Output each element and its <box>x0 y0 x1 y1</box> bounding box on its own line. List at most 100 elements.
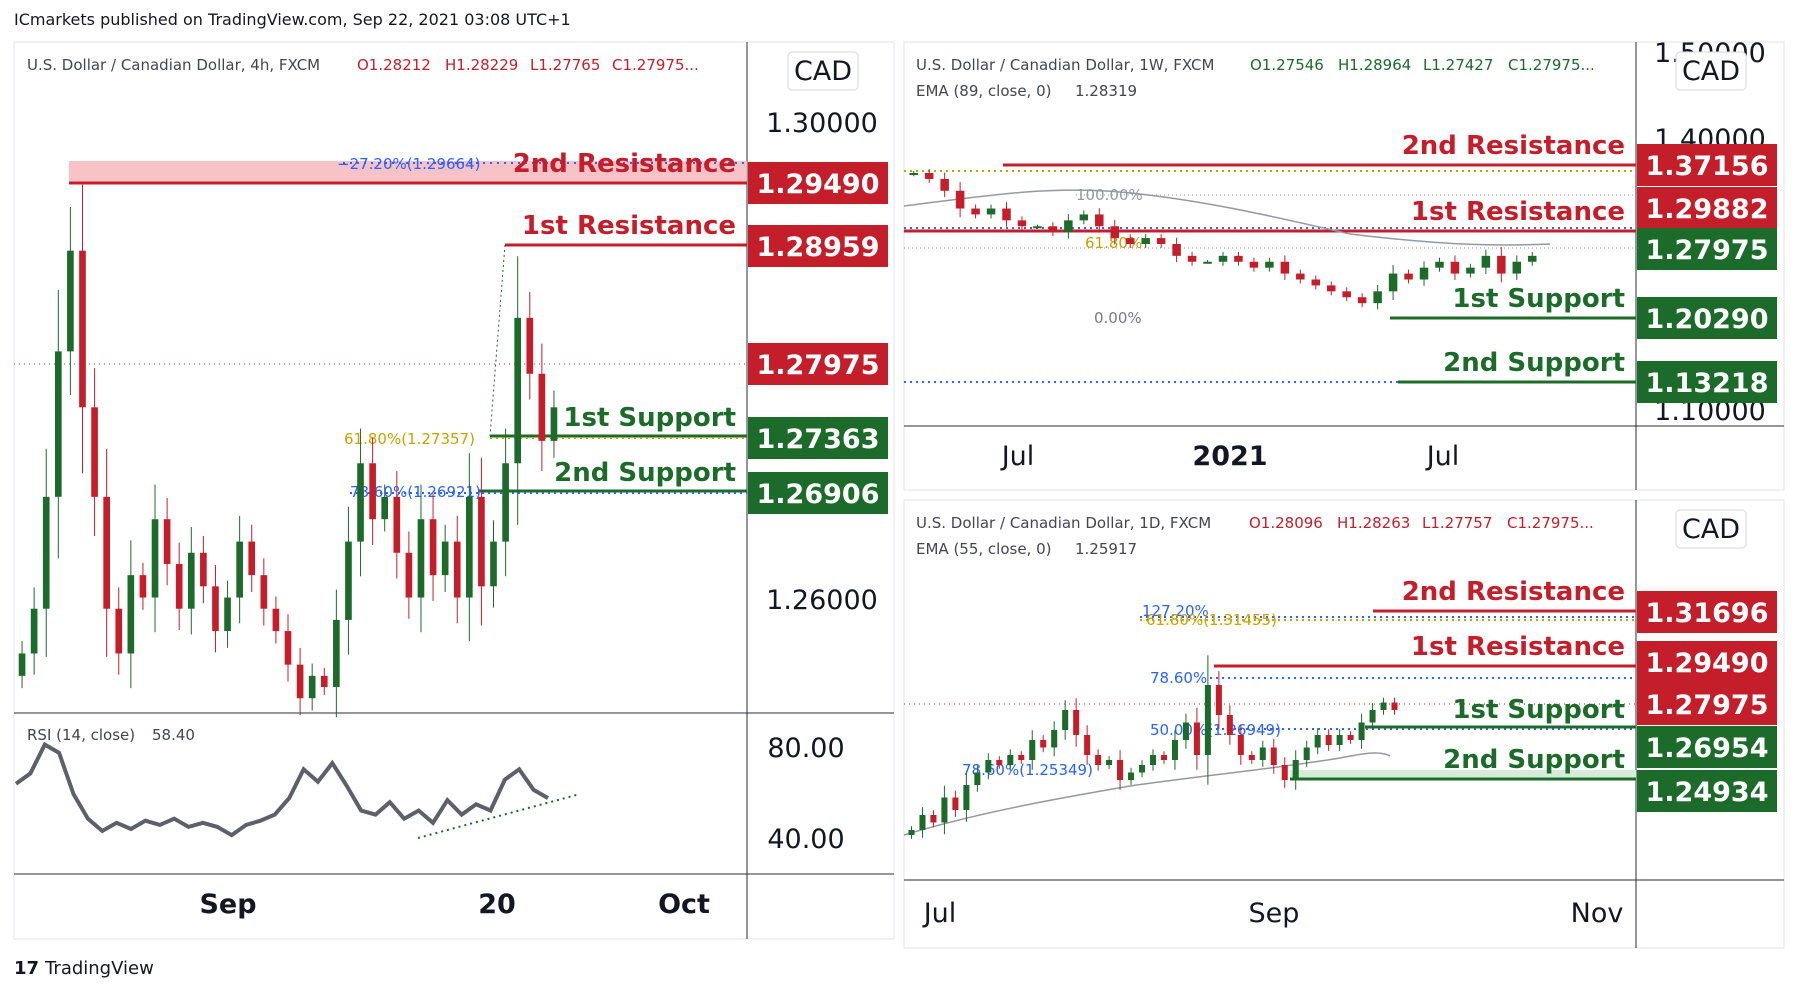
h4-candle <box>248 541 256 576</box>
w1-candle <box>1017 220 1027 227</box>
w1-high: H1.28964 <box>1338 56 1411 74</box>
h4-resistance-zone <box>69 161 747 183</box>
w1-fib-0-label: 0.00% <box>1094 309 1142 327</box>
h4-currency: CAD <box>794 56 852 87</box>
h4-candle <box>466 496 473 598</box>
h4-candle <box>538 373 546 441</box>
w1-tag-1st-resistance-text: 1.29882 <box>1646 194 1769 225</box>
tradingview-footer[interactable]: 17 TradingView <box>14 958 154 979</box>
h4-price-tag-2nd-resistance: 1.29490 <box>748 162 888 204</box>
rsi-series <box>14 741 549 838</box>
h4-candle <box>187 552 195 609</box>
w1-candle <box>1048 226 1058 233</box>
h4-candle <box>42 496 50 609</box>
w1-candle <box>940 178 949 191</box>
d1-candle <box>1106 760 1113 765</box>
w1-ema-value: 1.28319 <box>1075 82 1137 100</box>
d1-fib-786b-label: 78.60%(1.25349) <box>962 761 1093 779</box>
d1-close: C1.27975... <box>1507 514 1594 532</box>
h4-legend: U.S. Dollar / Canadian Dollar, 4h, FXCM … <box>27 56 699 74</box>
d1-1st-resistance-label: 1st Resistance <box>1411 632 1625 662</box>
rsi-ytick-80: 80.00 <box>767 733 844 764</box>
d1-2nd-resistance-label: 2nd Resistance <box>1402 577 1625 607</box>
h4-symbol: U.S. Dollar / Canadian Dollar, 4h, FXCM <box>27 56 320 74</box>
w1-close: C1.27975... <box>1508 56 1595 74</box>
d1-candle <box>919 815 926 830</box>
d1-currency-badge[interactable]: CAD <box>1675 509 1747 549</box>
d1-candle <box>1380 702 1387 710</box>
d1-candle <box>908 830 915 835</box>
h4-candle <box>224 597 231 632</box>
w1-candle <box>1435 261 1444 268</box>
d1-xtick-sep: Sep <box>1249 898 1300 929</box>
d1-2nd-support-label: 2nd Support <box>1443 745 1625 775</box>
publish-header: ICmarkets published on TradingView.com, … <box>14 10 571 29</box>
d1-fib-618-label: 61.80%(1.31455) <box>1146 611 1277 629</box>
h4-close: C1.27975... <box>612 56 699 74</box>
panel-left-frame <box>13 41 895 940</box>
h4-candle <box>67 250 74 352</box>
d1-candle <box>1358 722 1365 740</box>
w1-candle <box>1450 261 1460 274</box>
d1-candle <box>1040 740 1047 748</box>
d1-candle <box>1007 755 1014 765</box>
w1-price-tag-1st-support: 1.20290 <box>1637 297 1777 339</box>
d1-candle <box>1139 765 1146 773</box>
d1-fib-786-label: 78.60% <box>1150 669 1207 687</box>
h4-candle <box>200 552 207 587</box>
d1-candle <box>1193 722 1200 755</box>
d1-candle <box>1248 755 1255 760</box>
w1-currency-badge[interactable]: CAD <box>1675 51 1747 91</box>
h4-candle <box>79 250 86 408</box>
rsi-value: 58.40 <box>152 726 195 744</box>
d1-fib-500-label: 50.00%(1.26949) <box>1150 721 1281 739</box>
d1-candles <box>908 655 1398 839</box>
w1-candle <box>1357 297 1367 304</box>
w1-price-tag-2nd-support: 1.13218 <box>1637 361 1777 403</box>
h4-candle <box>429 519 437 576</box>
d1-candle <box>1128 772 1135 780</box>
w1-candle <box>1249 261 1259 268</box>
d1-candle <box>1281 765 1288 780</box>
d1-candle <box>1292 760 1299 780</box>
h4-candle <box>284 631 292 665</box>
d1-symbol: U.S. Dollar / Canadian Dollar, 1D, FXCM <box>916 514 1211 532</box>
w1-price-tag-last: 1.27975 <box>1637 228 1777 270</box>
d1-candle <box>1149 755 1157 765</box>
d1-xtick-jul: Jul <box>922 898 957 929</box>
h4-currency-badge[interactable]: CAD <box>787 51 859 91</box>
h4-candle <box>490 541 497 587</box>
d1-low: L1.27757 <box>1422 514 1492 532</box>
h4-price-tag-1st-resistance: 1.28959 <box>748 225 888 267</box>
d1-candle <box>1062 710 1069 730</box>
w1-xtick-jul: Jul <box>1000 441 1035 472</box>
w1-candle <box>1404 273 1413 280</box>
h4-candle <box>502 463 509 542</box>
w1-fib-100-label: 100.00% <box>1076 186 1143 204</box>
d1-candle <box>1182 722 1189 740</box>
w1-candle <box>909 173 918 176</box>
h4-candle <box>151 519 159 598</box>
d1-candle <box>1347 735 1354 740</box>
w1-tag-last-text: 1.27975 <box>1646 235 1769 266</box>
panel-weekly-frame <box>903 41 1785 491</box>
h4-candle <box>175 563 183 609</box>
h4-open: O1.28212 <box>357 56 431 74</box>
h4-candle <box>345 541 352 620</box>
h4-tag-1st-support-text: 1.27363 <box>757 424 880 455</box>
h4-tag-2nd-support-text: 1.26906 <box>757 479 880 510</box>
w1-candle <box>1373 291 1382 304</box>
w1-symbol: U.S. Dollar / Canadian Dollar, 1W, FXCM <box>916 56 1214 74</box>
d1-price-tag-2nd-resistance: 1.31696 <box>1637 591 1777 633</box>
panel-daily-frame <box>903 499 1785 949</box>
w1-candle <box>1095 214 1104 227</box>
h4-price-tag-last: 1.27975 <box>748 343 888 385</box>
d1-tag-2nd-resistance-text: 1.31696 <box>1646 598 1769 629</box>
w1-ema-curve <box>903 189 1551 246</box>
w1-tag-2nd-support-text: 1.13218 <box>1646 368 1769 399</box>
d1-candle <box>1204 685 1211 755</box>
d1-candle <box>1259 747 1266 760</box>
h4-candle <box>453 541 461 598</box>
h4-candle <box>236 541 243 598</box>
h4-tag-last-text: 1.27975 <box>757 350 880 381</box>
